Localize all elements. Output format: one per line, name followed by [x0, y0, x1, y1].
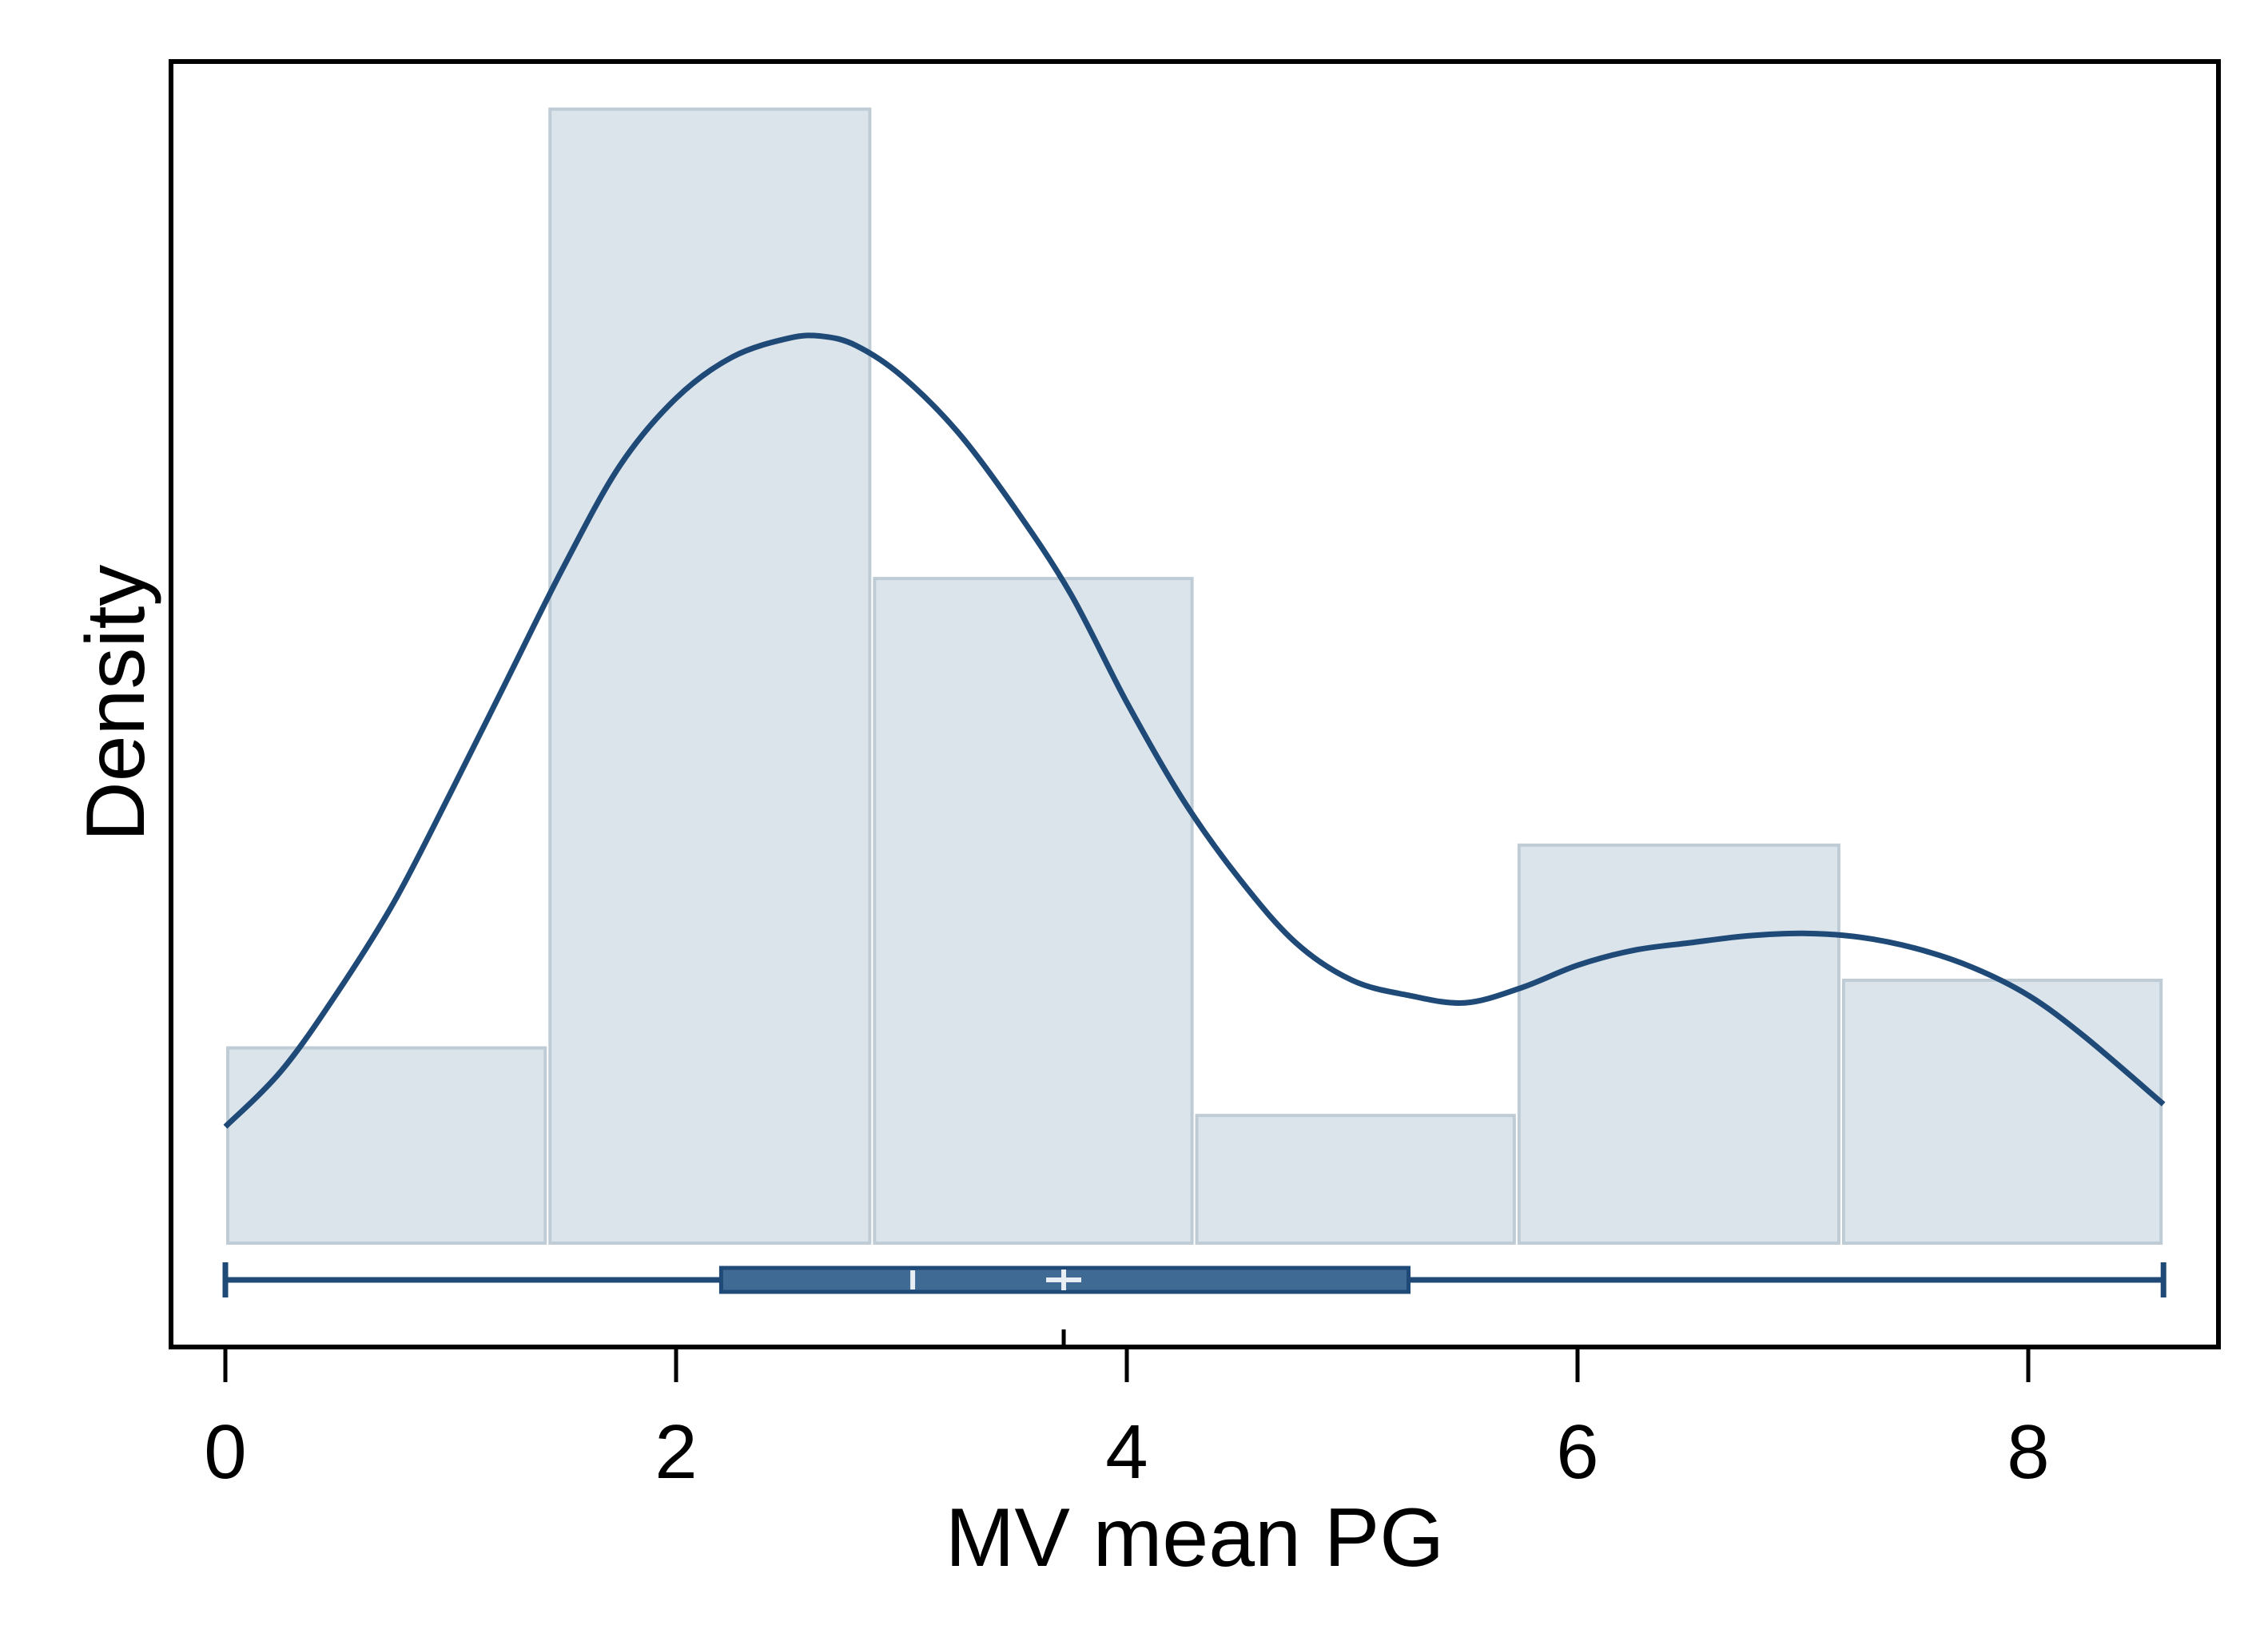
x-tick-label: 6: [1556, 1409, 1598, 1495]
x-tick-label: 4: [1105, 1409, 1148, 1495]
x-axis-title: MV mean PG: [945, 1492, 1444, 1584]
histogram-bar: [1841, 979, 2163, 1245]
histogram-bar: [873, 577, 1194, 1245]
boxplot-mean-marker: [1046, 1270, 1082, 1290]
x-tick-label: 0: [204, 1409, 246, 1495]
histogram-bar: [226, 1046, 547, 1245]
histogram-bar: [1195, 1114, 1516, 1245]
x-tick-label: 2: [655, 1409, 697, 1495]
x-axis-ticks: 0 2 4 6 8: [204, 1347, 2050, 1495]
y-axis-title: Density: [70, 565, 162, 842]
kde-density-curve: [223, 332, 2166, 1129]
x-tick-label: 8: [2007, 1409, 2049, 1495]
plot-frame: [169, 59, 2221, 1349]
boxplot: [222, 1262, 2167, 1347]
histogram-bars: [226, 107, 2163, 1246]
histogram-bar: [548, 107, 872, 1246]
histogram-bar: [1517, 843, 1840, 1246]
